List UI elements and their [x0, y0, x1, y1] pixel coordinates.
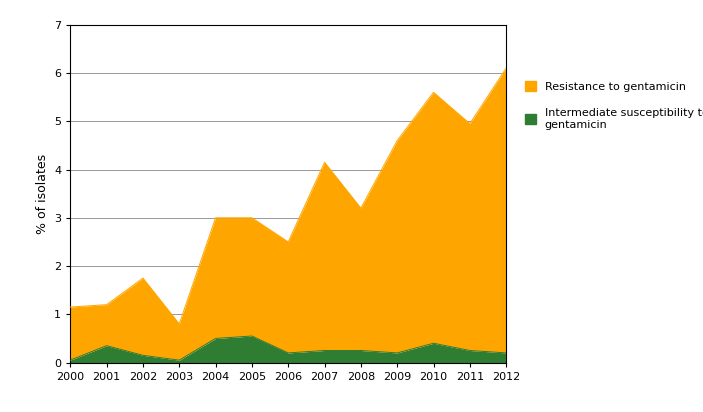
- Legend: Resistance to gentamicin, Intermediate susceptibility to
gentamicin: Resistance to gentamicin, Intermediate s…: [525, 81, 703, 130]
- Y-axis label: % of isolates: % of isolates: [36, 154, 49, 234]
